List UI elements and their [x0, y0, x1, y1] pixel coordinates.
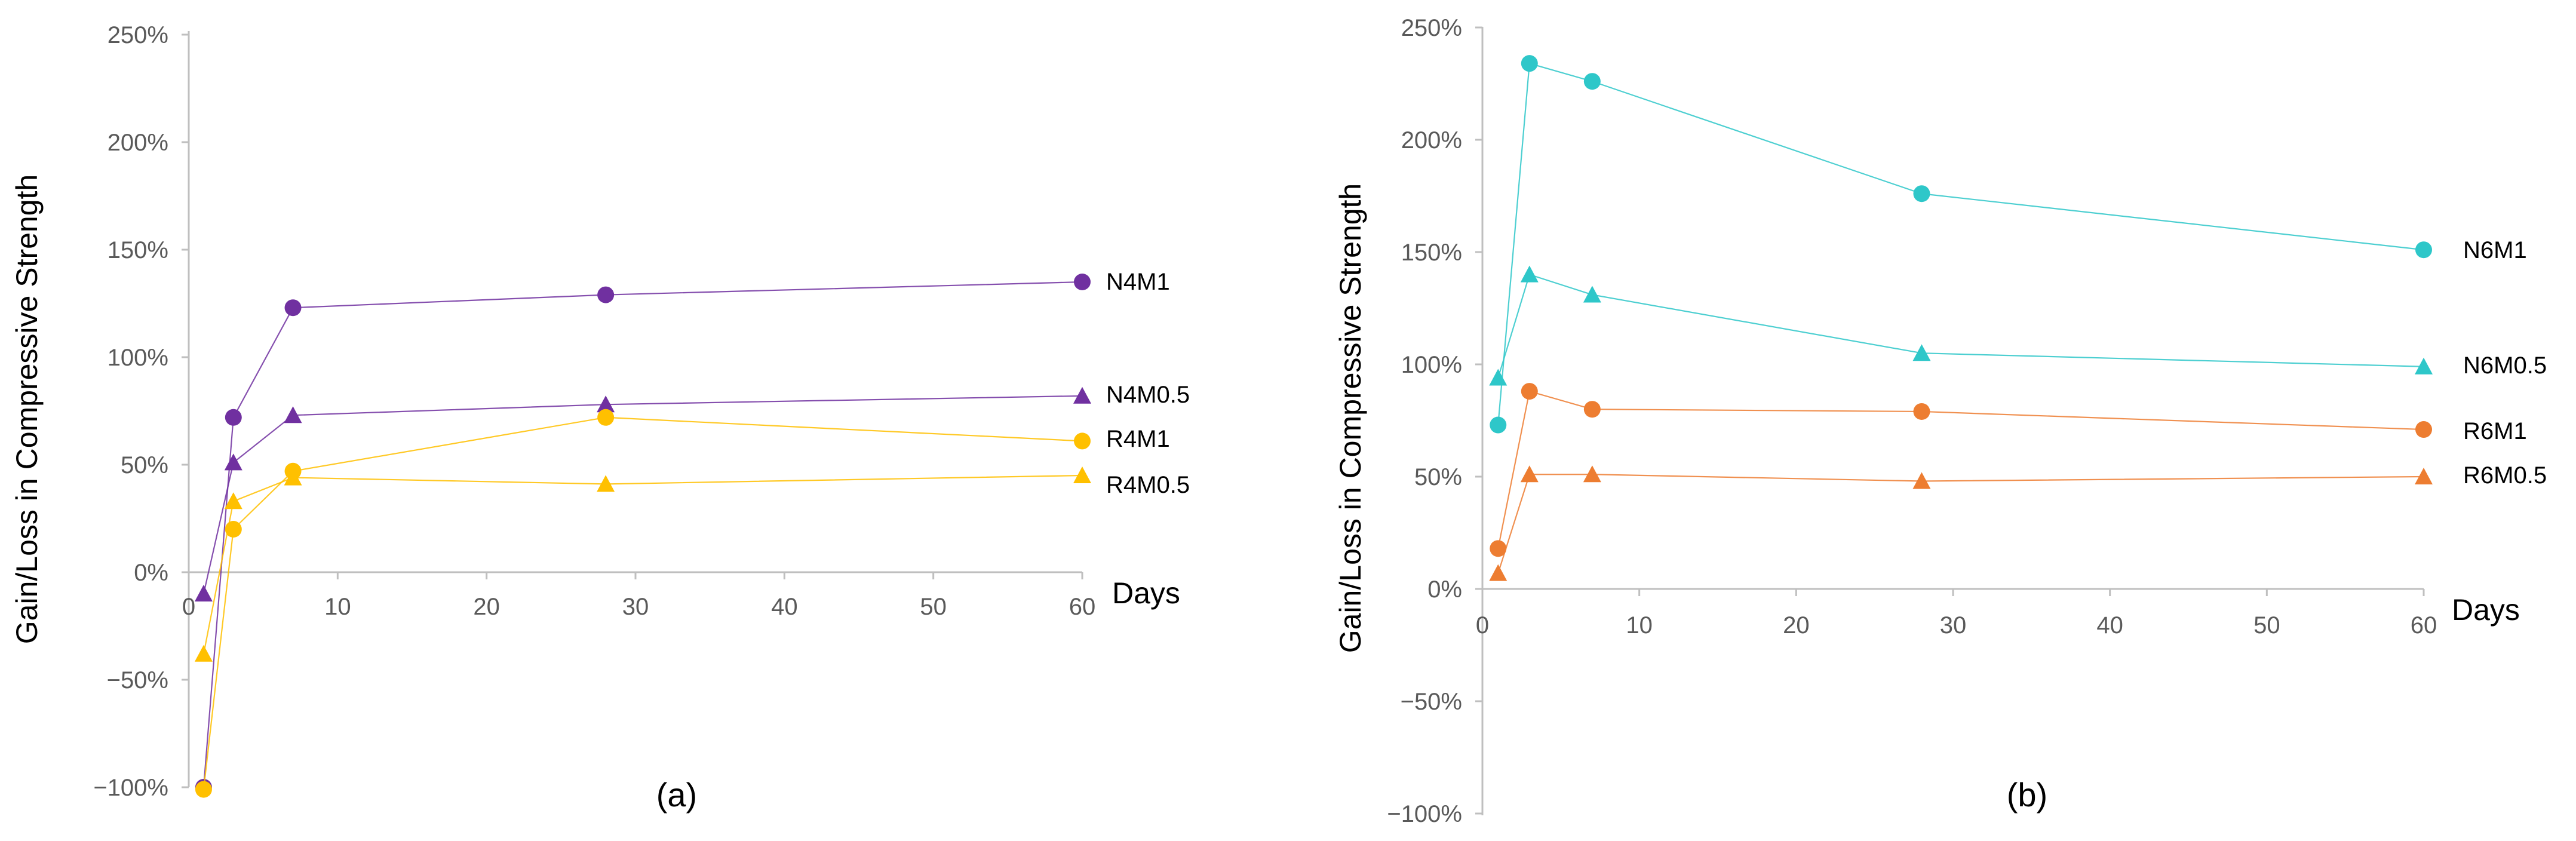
series-N6M0.5: N6M0.5	[1489, 265, 2547, 386]
data-point	[284, 299, 302, 317]
series-N4M1: N4M1	[195, 269, 1170, 796]
series-N6M1: N6M1	[1490, 55, 2527, 434]
data-point	[2415, 421, 2432, 438]
series-N4M0.5: N4M0.5	[194, 382, 1190, 601]
data-point	[284, 468, 302, 486]
y-tick-label: −100%	[93, 775, 168, 801]
y-axis-title: Gain/Loss in Compressive Strength	[1334, 183, 1367, 653]
x-tick-label: 20	[1783, 612, 1810, 639]
data-point	[195, 781, 212, 798]
series-line	[1497, 390, 2424, 549]
data-point	[224, 453, 242, 471]
x-tick-label: 50	[920, 594, 947, 620]
data-point	[1490, 540, 1507, 557]
data-point	[1490, 416, 1507, 434]
y-tick-label: 200%	[108, 130, 168, 156]
series-label: N6M1	[2463, 237, 2527, 263]
data-point	[1583, 401, 1601, 418]
y-tick-label: −50%	[1401, 689, 1462, 715]
panel-label: (a)	[656, 776, 697, 814]
x-tick-label: 0	[182, 594, 195, 620]
series-line	[202, 474, 1083, 655]
data-point	[2415, 468, 2433, 484]
x-tick-label: 20	[473, 594, 500, 620]
data-point	[1073, 466, 1091, 483]
x-tick-label: 10	[1626, 612, 1653, 639]
y-tick-label: 50%	[1414, 464, 1462, 490]
data-point	[1913, 403, 1930, 420]
y-tick-label: 50%	[121, 452, 168, 478]
x-axis-title: Days	[2452, 593, 2520, 627]
data-point	[1073, 386, 1091, 404]
x-tick-label: 60	[1069, 594, 1096, 620]
data-point	[597, 395, 615, 413]
y-tick-label: 0%	[134, 560, 168, 586]
series-label: R6M1	[2463, 418, 2527, 444]
y-tick-label: 250%	[108, 22, 168, 48]
series-label: R4M1	[1106, 426, 1170, 452]
series-label: R6M0.5	[2463, 462, 2547, 489]
data-point	[597, 409, 615, 426]
data-point	[1913, 185, 1930, 202]
series-R6M0.5: R6M0.5	[1489, 462, 2547, 581]
y-tick-label: 0%	[1427, 576, 1462, 603]
panel-label: (b)	[2007, 776, 2047, 814]
series-line	[1497, 62, 2424, 425]
data-point	[1583, 73, 1601, 90]
y-tick-label: 150%	[1401, 240, 1462, 266]
data-point	[597, 286, 615, 303]
y-tick-label: 250%	[1401, 15, 1462, 41]
series-line	[202, 281, 1083, 788]
data-point	[1520, 265, 1539, 283]
data-point	[2415, 357, 2433, 375]
data-point	[284, 406, 302, 423]
x-tick-label: 40	[2096, 612, 2123, 639]
x-tick-label: 30	[1940, 612, 1967, 639]
series-line	[202, 395, 1083, 594]
data-point	[224, 492, 242, 509]
x-tick-label: 10	[324, 594, 351, 620]
x-axis-title: Days	[1112, 576, 1180, 610]
data-point	[1521, 383, 1538, 400]
data-point	[597, 475, 615, 492]
data-point	[194, 585, 213, 601]
data-point	[1521, 55, 1538, 72]
y-tick-label: −100%	[1387, 801, 1462, 827]
y-axis-title: Gain/Loss in Compressive Strength	[10, 174, 44, 644]
data-point	[1489, 369, 1507, 386]
x-tick-label: 30	[622, 594, 649, 620]
chart-panel-b: −100% −50% 0% 50% 100% 150% 200% 250% 0 10 20 30 40 5…	[1334, 15, 2547, 827]
data-point	[1520, 465, 1539, 483]
series-label: N4M0.5	[1106, 382, 1190, 408]
data-point	[1074, 432, 1091, 450]
x-tick-label: 40	[771, 594, 798, 620]
data-point	[1489, 564, 1507, 581]
data-point	[1912, 344, 1931, 361]
y-tick-label: 100%	[108, 345, 168, 371]
data-point	[1583, 286, 1601, 303]
data-point	[1583, 465, 1601, 483]
x-tick-label: 0	[1476, 612, 1489, 639]
series-R6M1: R6M1	[1490, 383, 2527, 557]
x-tick-label: 60	[2411, 612, 2437, 639]
series-R4M0.5: R4M0.5	[194, 466, 1190, 662]
series-label: N6M0.5	[2463, 352, 2547, 379]
x-tick-label: 50	[2253, 612, 2280, 639]
y-tick-label: 200%	[1401, 127, 1462, 154]
series-line	[1497, 474, 2424, 574]
data-point	[194, 644, 213, 662]
series-label: R4M0.5	[1106, 472, 1190, 498]
y-tick-label: 100%	[1401, 352, 1462, 378]
y-tick-label: −50%	[107, 667, 168, 693]
data-point	[1074, 274, 1091, 290]
series-label: N4M1	[1106, 269, 1170, 295]
data-point	[225, 409, 242, 426]
y-tick-label: 150%	[108, 237, 168, 263]
data-point	[1912, 472, 1931, 489]
data-point	[2415, 241, 2432, 259]
chart-panel-a: −100% −50% 0% 50% 100% 150% 200% 250% 0 10 20 30 40 5…	[10, 22, 1190, 814]
series-line	[1497, 274, 2424, 378]
